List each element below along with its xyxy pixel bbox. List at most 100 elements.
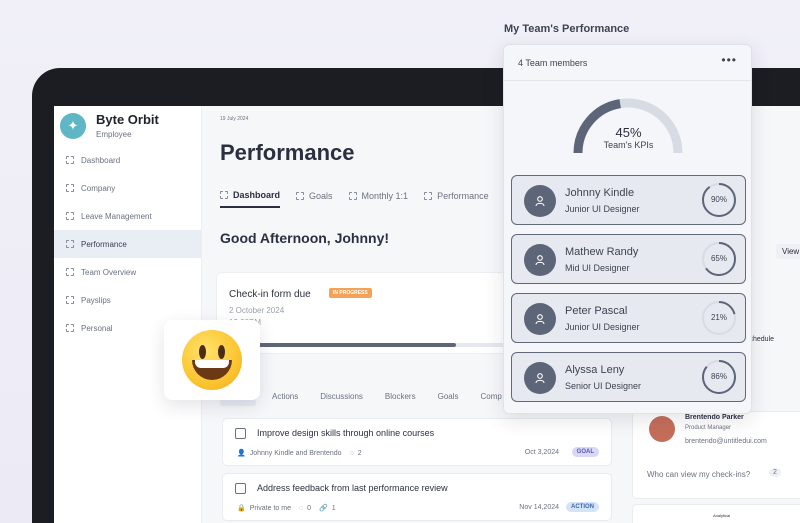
- member-role: Senior UI Designer: [565, 381, 642, 391]
- sub-tab-discussions[interactable]: Discussions: [320, 391, 363, 401]
- manager-card: Brentendo Parker Product Manager brenten…: [632, 411, 800, 499]
- comment-icon: ◌: [298, 504, 304, 512]
- member-progress-ring: [702, 360, 736, 394]
- task-checkbox[interactable]: [235, 428, 246, 439]
- team-performance-widget: 4 Team members ••• 45% Team's KPIs Johnn…: [503, 44, 752, 414]
- comment-count: 2: [357, 449, 362, 457]
- task-title: Address feedback from last performance r…: [257, 483, 448, 493]
- task-meta: 👤 Johnny Kindle and Brentendo ◌ 2: [237, 449, 362, 458]
- analytics-card: Analytical: [632, 504, 800, 523]
- view-button[interactable]: View: [776, 244, 800, 259]
- performance-icon: [66, 240, 74, 248]
- task-checkbox[interactable]: [235, 483, 246, 494]
- user-icon: [524, 303, 556, 335]
- sidebar-nav: Dashboard Company Leave Management Perfo…: [54, 146, 202, 342]
- goals-icon: [296, 192, 305, 200]
- tab-goals[interactable]: Goals: [296, 190, 333, 208]
- member-percent: 21%: [710, 313, 727, 322]
- team-member-row[interactable]: Mathew Randy Mid UI Designer 65%: [511, 234, 746, 284]
- task-visibility: Private to me: [249, 504, 291, 512]
- payslip-icon: [66, 296, 74, 304]
- link-icon: 🔗: [319, 505, 328, 512]
- avatar: [649, 416, 675, 442]
- team-member-row[interactable]: Alyssa Leny Senior UI Designer 86%: [511, 352, 746, 402]
- brand-logo-icon: ✦: [60, 112, 86, 139]
- sidebar-item-label: Personal: [81, 323, 113, 333]
- sidebar-item-label: Team Overview: [81, 267, 137, 277]
- checkin-title: Check-in form due: [229, 289, 311, 300]
- kpi-gauge-fill: [573, 99, 622, 154]
- sub-tab-goals[interactable]: Goals: [437, 391, 459, 401]
- team-icon: [66, 268, 74, 276]
- team-member-row[interactable]: Johnny Kindle Junior UI Designer 90%: [511, 175, 746, 225]
- leave-icon: [66, 212, 74, 220]
- sidebar-item-label: Leave Management: [81, 211, 152, 221]
- kpi-gauge: [573, 98, 683, 154]
- task-owners: Johnny Kindle and Brentendo: [249, 449, 342, 457]
- sidebar-item-company[interactable]: Company: [54, 174, 202, 202]
- calendar-icon: [348, 192, 357, 200]
- tab-label: Dashboard: [233, 190, 281, 200]
- more-options-icon[interactable]: •••: [721, 53, 737, 67]
- sidebar-item-dashboard[interactable]: Dashboard: [54, 146, 202, 174]
- widget-header: 4 Team members •••: [504, 45, 751, 81]
- task-date: Nov 14,2024: [519, 504, 559, 511]
- member-role: Junior UI Designer: [565, 204, 640, 214]
- dashboard-icon: [66, 156, 74, 164]
- member-role: Mid UI Designer: [565, 263, 630, 273]
- member-progress-ring: [702, 242, 736, 276]
- sidebar-item-label: Payslips: [81, 295, 111, 305]
- tab-dashboard[interactable]: Dashboard: [220, 190, 281, 208]
- sidebar-item-leave-management[interactable]: Leave Management: [54, 202, 202, 230]
- manager-name: Brentendo Parker: [685, 414, 744, 421]
- tab-monthly-1-1[interactable]: Monthly 1:1: [348, 190, 409, 208]
- chart-icon: [424, 192, 433, 200]
- member-name: Mathew Randy: [565, 246, 639, 258]
- main-content: 19 July 2024 Performance Dashboard Goals…: [202, 106, 800, 523]
- brand: ✦ Byte Orbit Employee: [60, 112, 159, 139]
- brand-name: Byte Orbit: [96, 112, 159, 127]
- sidebar-item-performance[interactable]: Performance: [54, 230, 202, 258]
- comment-icon: ◌: [349, 449, 354, 457]
- sidebar-item-payslips[interactable]: Payslips: [54, 286, 202, 314]
- current-date: 19 July 2024: [220, 116, 249, 122]
- sub-tab-comp[interactable]: Comp: [480, 391, 502, 401]
- task-badge: ACTION: [566, 502, 599, 512]
- grinning-face-icon: [182, 330, 242, 390]
- person-icon: 👤: [237, 450, 246, 457]
- task-item[interactable]: Improve design skills through online cou…: [222, 418, 612, 466]
- checkin-card[interactable]: Check-in form due IN PROGRESS 2 October …: [216, 272, 516, 354]
- sidebar-item-team-overview[interactable]: Team Overview: [54, 258, 202, 286]
- task-item[interactable]: Address feedback from last performance r…: [222, 473, 612, 521]
- person-icon: [66, 324, 74, 332]
- emoji-card: [164, 320, 260, 400]
- member-percent: 86%: [710, 372, 727, 381]
- checkin-date: 2 October 2024: [229, 306, 285, 315]
- member-percent: 90%: [710, 195, 727, 204]
- main-tabs: Dashboard Goals Monthly 1:1 Performance: [220, 190, 505, 208]
- faq-question[interactable]: Who can view my check-ins?: [647, 470, 751, 479]
- widget-title: My Team's Performance: [504, 23, 630, 35]
- member-role: Junior UI Designer: [565, 322, 640, 332]
- sidebar-item-label: Performance: [81, 239, 127, 249]
- task-date: Oct 3,2024: [524, 449, 559, 456]
- team-member-row[interactable]: Peter Pascal Junior UI Designer 21%: [511, 293, 746, 343]
- member-name: Alyssa Leny: [565, 364, 625, 376]
- tab-label: Performance: [437, 191, 489, 201]
- status-badge: IN PROGRESS: [329, 288, 372, 298]
- sidebar-item-personal[interactable]: Personal: [54, 314, 202, 342]
- sidebar: ✦ Byte Orbit Employee Dashboard Company …: [54, 106, 202, 523]
- member-percent: 65%: [710, 254, 727, 263]
- lock-icon: 🔒: [237, 505, 246, 512]
- tab-performance[interactable]: Performance: [424, 190, 489, 208]
- sub-tab-blockers[interactable]: Blockers: [384, 391, 416, 401]
- dashboard-icon: [220, 191, 228, 199]
- tab-label: Monthly 1:1: [361, 191, 409, 201]
- task-title: Improve design skills through online cou…: [257, 428, 435, 438]
- member-progress-ring: [702, 301, 736, 335]
- tab-label: Goals: [309, 191, 333, 201]
- manager-email[interactable]: brentendo@untitledui.com: [685, 438, 767, 445]
- sidebar-item-label: Dashboard: [81, 155, 121, 165]
- sub-tab-actions[interactable]: Actions: [272, 391, 299, 401]
- user-icon: [524, 185, 556, 217]
